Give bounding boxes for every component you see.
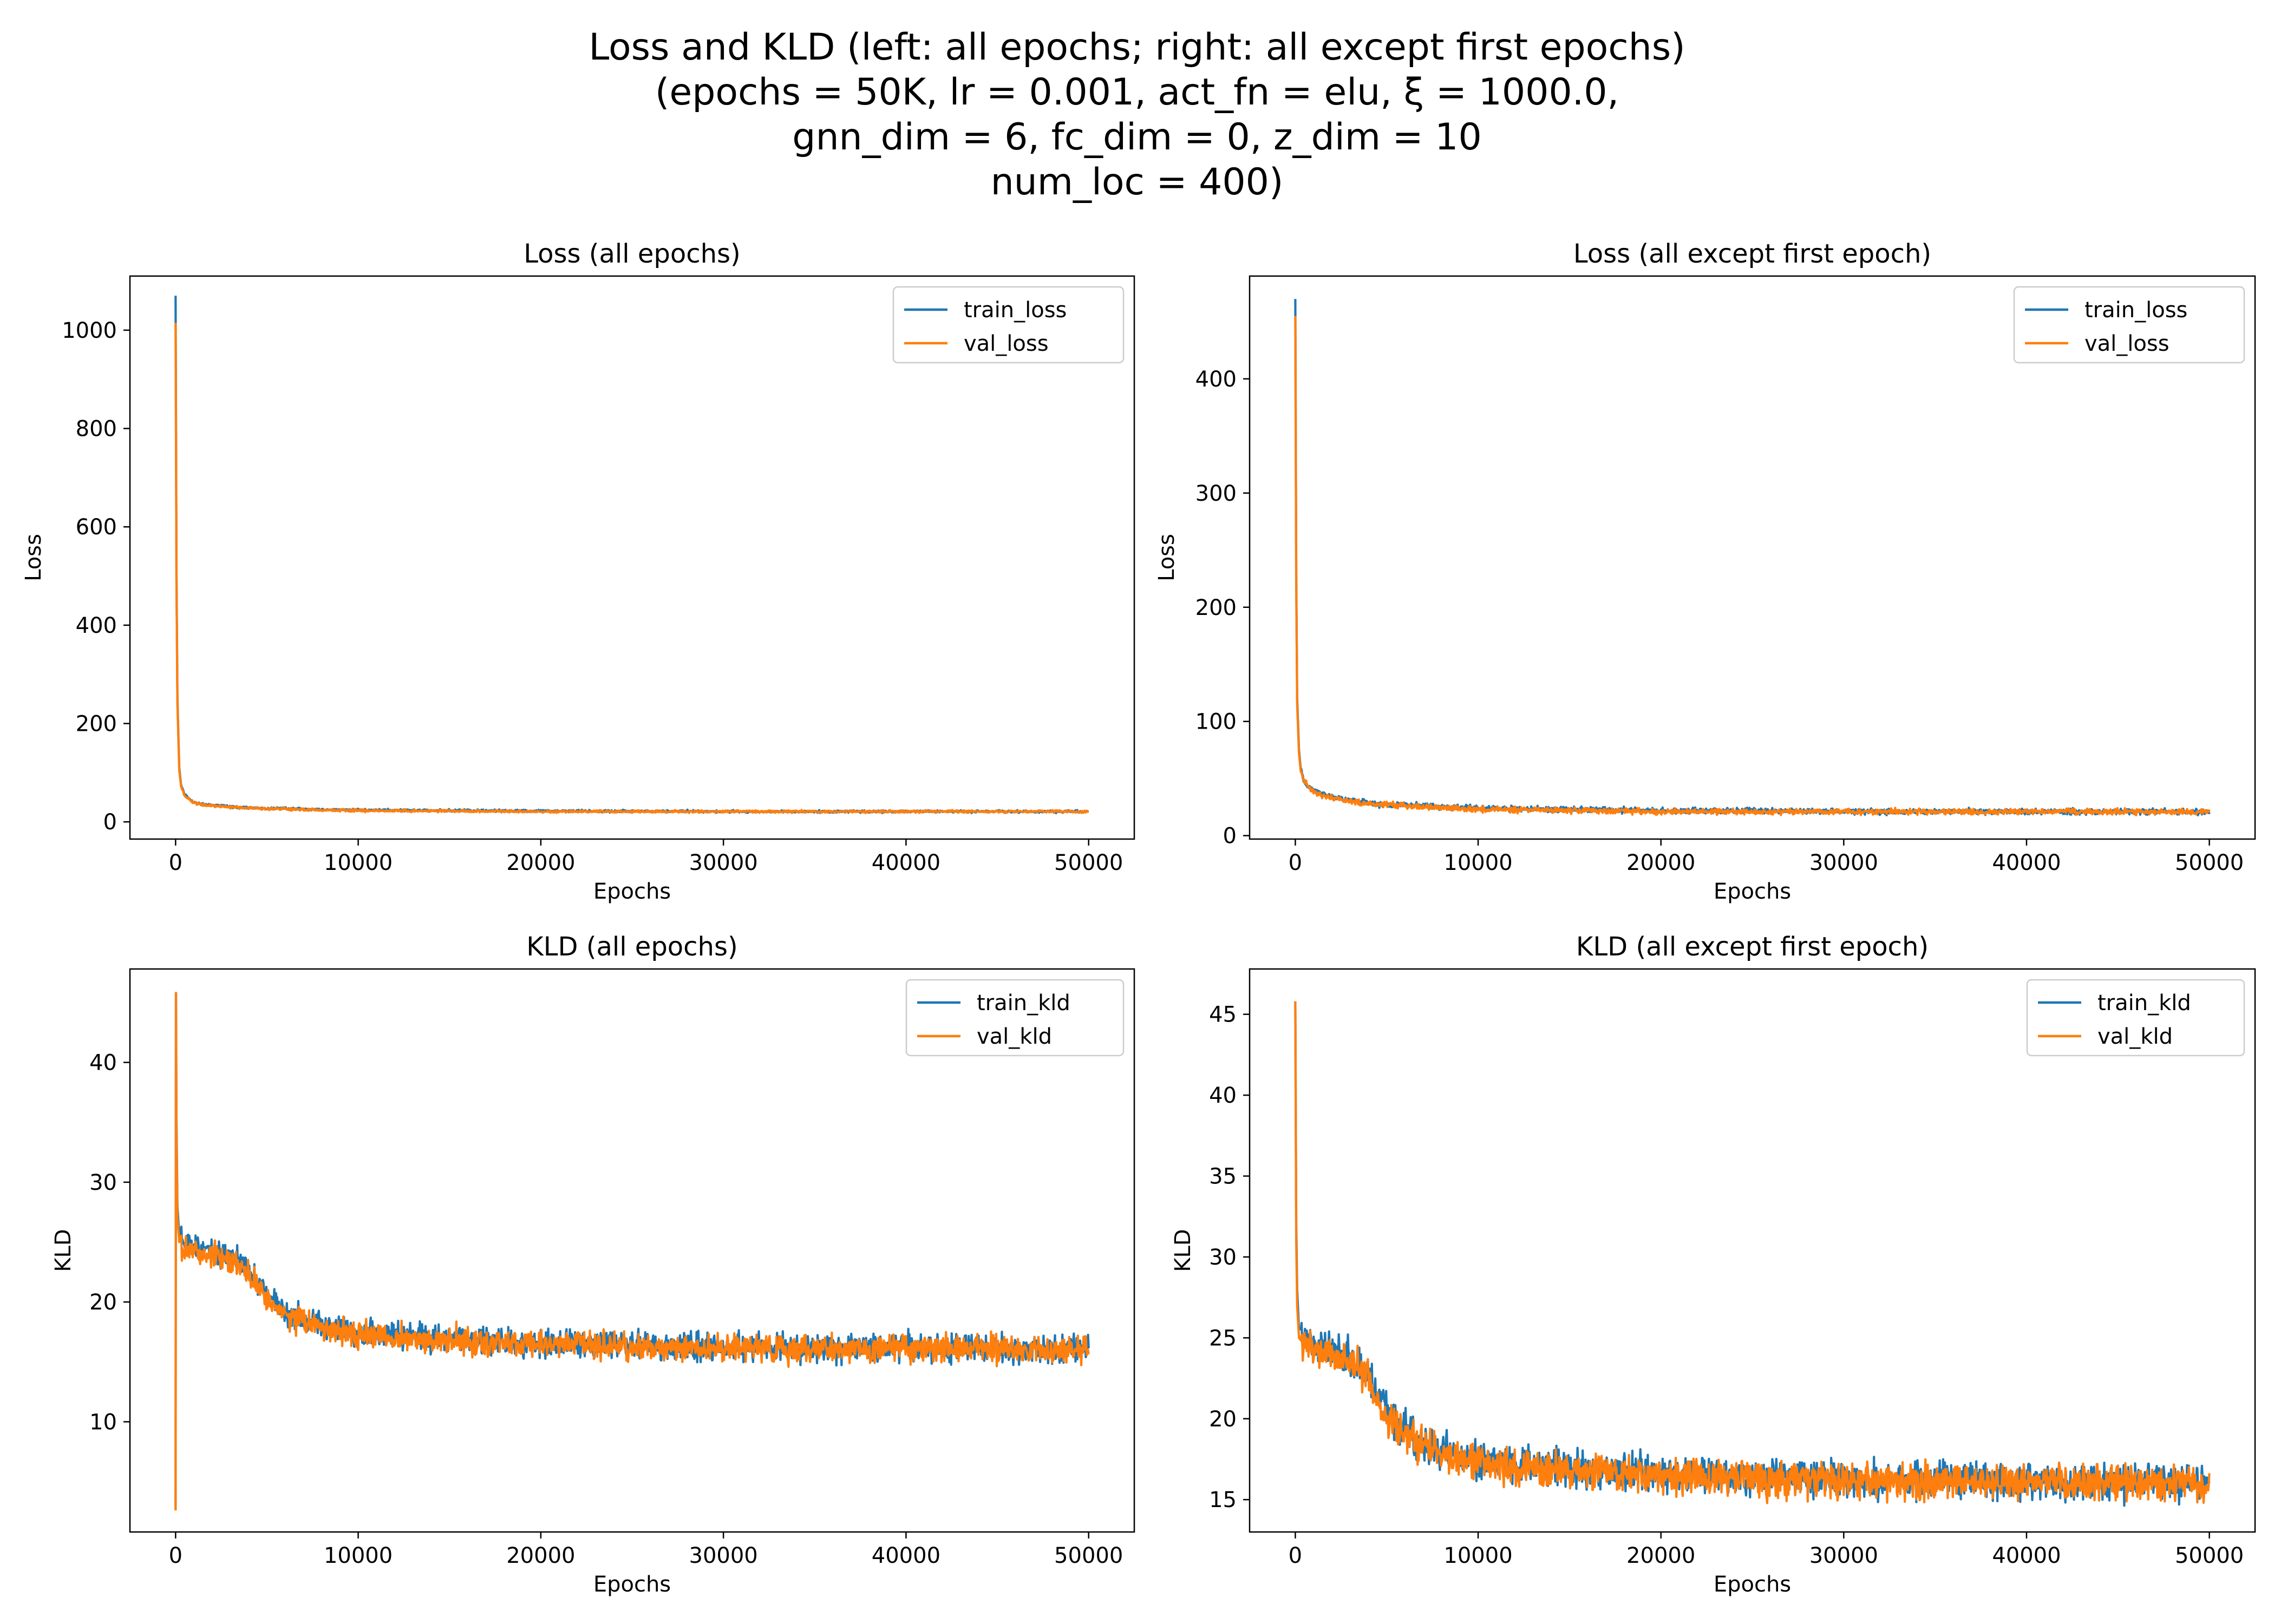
y-tick-label: 45: [1209, 1003, 1237, 1027]
y-tick-label: 25: [1209, 1326, 1237, 1351]
figure-title-line-4: num_loc = 400): [991, 161, 1284, 204]
x-axis-label: Epochs: [1714, 1572, 1791, 1597]
series-line-val_loss: [174, 323, 1089, 815]
y-tick-label: 20: [1209, 1407, 1237, 1432]
y-tick-label: 10: [89, 1410, 117, 1435]
legend-box: [905, 979, 1125, 1057]
y-tick-label: 300: [1195, 481, 1237, 506]
y-tick-label: 30: [89, 1170, 117, 1195]
x-tick-label: 30000: [689, 1543, 758, 1568]
legend-label-val_kld: val_kld: [977, 1024, 1052, 1049]
x-tick-label: 20000: [506, 1543, 575, 1568]
series-line-val_loss: [1294, 316, 2211, 817]
subplot-1: 0 10000 20000 30000 40000 50000 0 200 400 600 800 1…: [21, 239, 1135, 904]
y-tick-label: 0: [1223, 824, 1237, 849]
x-tick-label: 10000: [1443, 1543, 1512, 1568]
subplot-title: Loss (all epochs): [524, 239, 741, 269]
legend-label-train_loss: train_loss: [2084, 298, 2187, 323]
x-tick-label: 10000: [324, 850, 393, 875]
legend: train_loss val_loss: [892, 286, 1125, 364]
x-axis-label: Epochs: [1714, 879, 1791, 904]
legend-box: [2026, 979, 2245, 1057]
y-tick-label: 0: [103, 810, 117, 835]
x-tick-label: 40000: [872, 850, 940, 875]
subplot-2: 0 10000 20000 30000 40000 50000 0 100 200 300 400 L…: [1154, 239, 2256, 904]
y-tick-label: 800: [76, 417, 117, 442]
y-tick-label: 40: [1209, 1083, 1237, 1108]
x-tick-label: 10000: [1443, 850, 1512, 875]
subplot-title: Loss (all except first epoch): [1573, 239, 1931, 269]
x-tick-label: 0: [1289, 1543, 1302, 1568]
y-tick-label: 600: [76, 515, 117, 540]
subplot-title: KLD (all except first epoch): [1576, 932, 1929, 962]
x-tick-label: 40000: [1992, 1543, 2061, 1568]
x-tick-label: 50000: [2175, 850, 2244, 875]
x-tick-label: 30000: [1809, 1543, 1878, 1568]
legend: train_kld val_kld: [905, 979, 1125, 1057]
axes-frame: [129, 275, 1135, 840]
x-tick-label: 10000: [324, 1543, 393, 1568]
legend: train_kld val_kld: [2026, 979, 2245, 1057]
x-tick-label: 30000: [1809, 850, 1878, 875]
series-line-val_kld: [174, 992, 1090, 1511]
x-tick-label: 0: [169, 850, 182, 875]
x-tick-label: 0: [169, 1543, 182, 1568]
x-axis-label: Epochs: [593, 1572, 671, 1597]
series-line-val_kld: [1294, 1001, 2211, 1504]
x-tick-label: 0: [1289, 850, 1302, 875]
figure-title-line-2: (epochs = 50K, lr = 0.001, act_fn = elu,…: [655, 71, 1619, 114]
y-tick-label: 30: [1209, 1245, 1237, 1270]
y-tick-label: 35: [1209, 1164, 1237, 1189]
y-tick-label: 40: [89, 1051, 117, 1076]
figure-title-line-3: gnn_dim = 6, fc_dim = 0, z_dim = 10: [792, 116, 1481, 159]
y-axis-label: KLD: [51, 1229, 76, 1272]
subplot-title: KLD (all epochs): [526, 932, 737, 962]
x-tick-label: 40000: [1992, 850, 2061, 875]
figure-title-line-1: Loss and KLD (left: all epochs; right: a…: [589, 26, 1685, 69]
x-tick-label: 50000: [1054, 850, 1123, 875]
legend-label-val_kld: val_kld: [2097, 1024, 2173, 1049]
x-tick-label: 50000: [2175, 1543, 2244, 1568]
y-tick-label: 400: [76, 613, 117, 638]
y-tick-label: 400: [1195, 367, 1237, 392]
subplots-group: 0 10000 20000 30000 40000 5000002004006008001…: [21, 239, 2256, 1597]
y-axis-label: Loss: [21, 534, 46, 581]
legend-box: [2013, 286, 2245, 364]
y-tick-label: 200: [1195, 595, 1237, 620]
axes-frame: [1249, 968, 2256, 1533]
x-axis-label: Epochs: [593, 879, 671, 904]
y-axis-label: Loss: [1154, 534, 1179, 581]
y-tick-label: 15: [1209, 1488, 1237, 1512]
y-tick-label: 200: [76, 712, 117, 737]
x-tick-label: 20000: [1626, 1543, 1695, 1568]
axes-frame: [129, 968, 1135, 1533]
legend-label-val_loss: val_loss: [964, 331, 1049, 356]
y-axis-label: KLD: [1171, 1229, 1195, 1272]
legend-label-train_kld: train_kld: [2097, 991, 2191, 1016]
legend: train_loss val_loss: [2013, 286, 2245, 364]
x-tick-label: 20000: [506, 850, 575, 875]
x-tick-label: 40000: [872, 1543, 940, 1568]
x-tick-label: 30000: [689, 850, 758, 875]
legend-label-train_loss: train_loss: [964, 298, 1067, 323]
x-tick-label: 50000: [1054, 1543, 1123, 1568]
subplot-4: 0 10000 20000 30000 40000 50000 15 20 25 30 35 40 45…: [1171, 932, 2256, 1597]
legend-box: [892, 286, 1125, 364]
legend-label-train_kld: train_kld: [977, 991, 1070, 1016]
y-tick-label: 20: [89, 1290, 117, 1315]
axes-frame: [1249, 275, 2256, 840]
x-tick-label: 20000: [1626, 850, 1695, 875]
y-tick-label: 1000: [62, 318, 117, 343]
subplot-3: 0 10000 20000 30000 40000 50000 10 20 30 40 KLD (a…: [51, 932, 1135, 1597]
y-tick-label: 100: [1195, 710, 1237, 735]
legend-label-val_loss: val_loss: [2084, 331, 2170, 356]
